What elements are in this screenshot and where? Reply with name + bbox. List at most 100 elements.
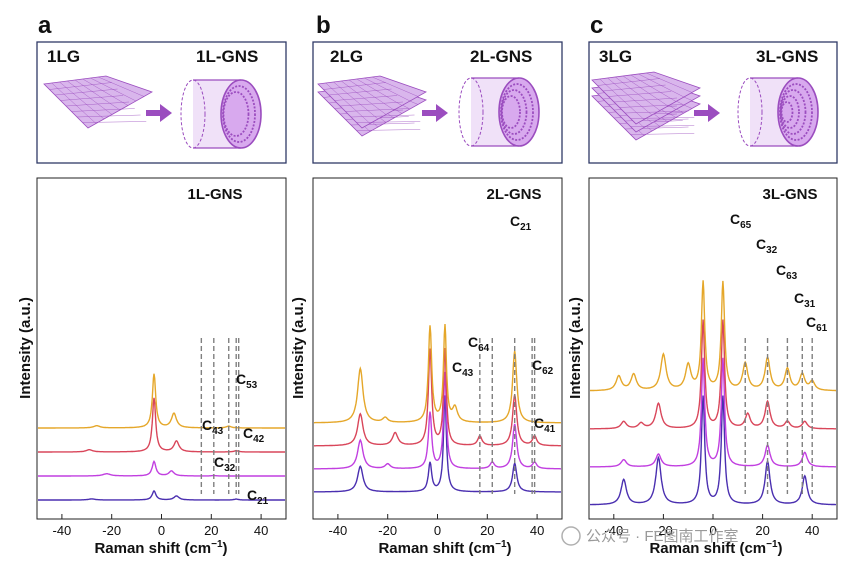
graphene-sheet-illustration-a: [43, 75, 153, 129]
annotations-c: C65 C32 C63 C31 C61: [730, 211, 828, 334]
x-tick-label-3: 0: [434, 523, 441, 538]
series-line-2: [38, 460, 285, 477]
x-tick-label-2: -20: [102, 523, 121, 538]
series-line-2: [590, 357, 836, 468]
x-tick-label-1: -40: [53, 523, 72, 538]
right-label-b: 2L-GNS: [470, 47, 532, 66]
panel-letter-b: b: [316, 12, 331, 39]
tube-inner-ring-1: [779, 83, 813, 141]
x-tick-label-1: -40: [604, 523, 623, 538]
x-axis-ticks-c: -40 -20 0 20 40: [604, 514, 819, 538]
x-axis-ticks-a: -40 -20 0 20 40: [53, 514, 268, 538]
peak-guides-c: [744, 338, 813, 494]
x-axis-title-a: Raman shift (cm−1): [94, 539, 227, 557]
x-tick-label-3: 0: [158, 523, 165, 538]
series-line-1: [590, 395, 836, 506]
annotation-c-5: C61: [806, 314, 828, 334]
annotation-b-1: C21: [510, 213, 532, 233]
graphene-sheet-illustration-b: [317, 75, 427, 137]
panel-letter-c: c: [590, 12, 603, 39]
series-group-a: [38, 373, 285, 501]
series-line-2: [314, 371, 561, 470]
tube-inner-ring-1: [222, 85, 256, 143]
series-line-4: [38, 373, 285, 429]
series-line-4: [590, 280, 836, 392]
x-axis-title-c: Raman shift (cm−1): [649, 539, 782, 557]
illustration-box-b: 2LG 2L-GNS: [312, 41, 563, 164]
annotation-c-1: C65: [730, 211, 752, 231]
annotations-a: C53 C43 C42 C32 C21: [202, 371, 269, 507]
x-tick-label-4: 20: [204, 523, 218, 538]
y-axis-title-b: Intensity (a.u.): [290, 297, 307, 399]
left-label-a: 1LG: [47, 47, 80, 66]
series-line-4: [314, 323, 561, 424]
chart-c: 3L-GNS C65 C32 C63 C31 C61 -40 -20 0 20 40 R…: [567, 177, 838, 557]
chart-title-b: 2L-GNS: [486, 186, 541, 203]
annotation-c-3: C63: [776, 262, 798, 282]
tube-inner-ring-2: [500, 89, 528, 135]
x-tick-label-1: -40: [329, 523, 348, 538]
annotation-b-3: C43: [452, 359, 474, 379]
tube-inner-ring-4: [780, 101, 794, 123]
arrow-icon-c: [694, 104, 720, 122]
panel-c: c 3LG 3L-GNS 3L-GNS C65 C32 C63 C31 C61: [567, 12, 838, 557]
right-label-c: 3L-GNS: [756, 47, 818, 66]
x-tick-label-2: -20: [378, 523, 397, 538]
right-label-a: 1L-GNS: [196, 47, 258, 66]
sheet-layer-1: [43, 75, 153, 129]
chart-a: 1L-GNS C53 C43 C42 C32 C21 -40 -20 0 20 40 R…: [17, 177, 287, 557]
chart-title-a: 1L-GNS: [187, 186, 242, 203]
series-line-1: [38, 489, 285, 501]
nanoscroll-illustration-a: [180, 79, 262, 149]
left-label-c: 3LG: [599, 47, 632, 66]
tube-back-ring: [180, 79, 206, 149]
series-line-3: [314, 348, 561, 447]
x-axis-title-b: Raman shift (cm−1): [378, 539, 511, 557]
annotation-a-2: C43: [202, 417, 224, 437]
arrow-icon-b: [422, 104, 448, 122]
x-tick-label-4: 20: [755, 523, 769, 538]
series-line-3: [590, 319, 836, 430]
y-axis-title-c: Intensity (a.u.): [567, 297, 584, 399]
panel-b: b 2LG 2L-GNS 2L-GNS C21 C64 C43 C62 C41: [290, 12, 563, 557]
x-tick-label-2: -20: [654, 523, 673, 538]
arrow-icon-a: [146, 104, 172, 122]
annotation-a-1: C53: [236, 371, 258, 391]
y-axis-title-a: Intensity (a.u.): [17, 297, 34, 399]
tube-inner-ring-2: [779, 89, 807, 135]
tube-inner-ring-2: [222, 91, 250, 137]
nanoscroll-illustration-b: [458, 77, 540, 147]
annotation-a-3: C42: [243, 425, 265, 445]
tube-back-ring: [458, 77, 484, 147]
left-label-b: 2LG: [330, 47, 363, 66]
annotation-a-4: C32: [214, 454, 236, 474]
annotation-b-5: C41: [534, 415, 556, 435]
peak-guides-a: [200, 338, 240, 494]
annotation-b-4: C62: [532, 357, 554, 377]
annotations-b: C21 C64 C43 C62 C41: [452, 213, 556, 435]
chart-title-c: 3L-GNS: [762, 186, 817, 203]
graphene-sheet-illustration-c: [591, 71, 701, 141]
sheet-layer-1: [317, 75, 427, 129]
annotation-c-4: C31: [794, 290, 816, 310]
watermark-text: 公众号 · FE图南工作室: [586, 528, 739, 545]
watermark: 公众号 · FE图南工作室: [561, 526, 739, 546]
series-group-b: [314, 323, 561, 493]
plot-frame-c: [588, 177, 838, 520]
panel-letter-a: a: [38, 12, 52, 39]
annotation-a-5: C21: [247, 487, 269, 507]
chart-b: 2L-GNS C21 C64 C43 C62 C41 -40 -20 0 20 40 R…: [290, 177, 563, 557]
illustration-box-a: 1LG 1L-GNS: [36, 41, 287, 164]
illustration-box-c: 3LG 3L-GNS: [588, 41, 838, 164]
x-tick-label-5: 40: [805, 523, 819, 538]
x-axis-ticks-b: -40 -20 0 20 40: [329, 514, 544, 538]
annotation-c-2: C32: [756, 236, 778, 256]
tube-inner-ring-1: [500, 83, 534, 141]
plot-frame-a: [36, 177, 287, 520]
series-group-c: [590, 280, 836, 506]
x-tick-label-5: 40: [530, 523, 544, 538]
series-line-3: [38, 397, 285, 453]
x-tick-label-5: 40: [254, 523, 268, 538]
peak-guides-b: [479, 338, 536, 494]
